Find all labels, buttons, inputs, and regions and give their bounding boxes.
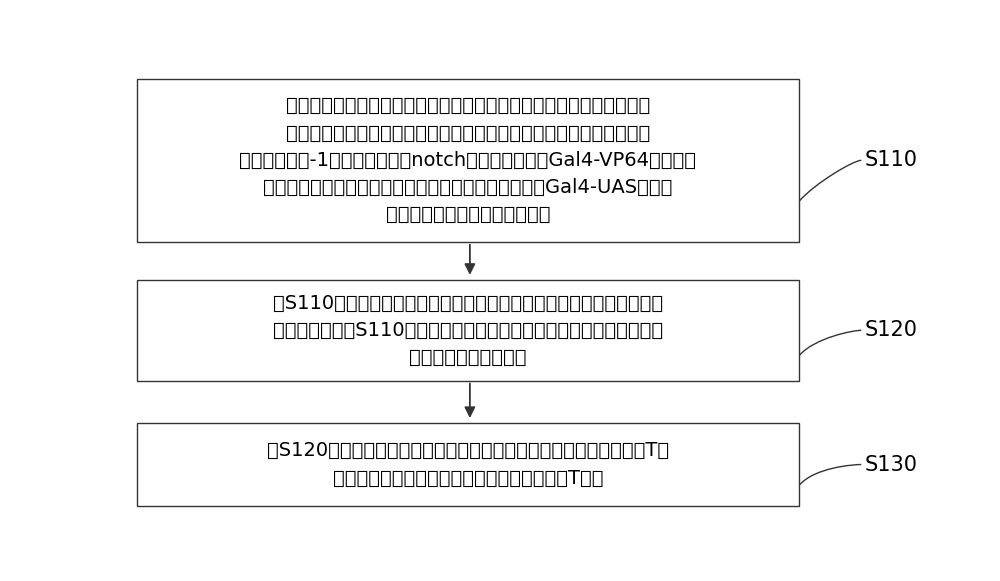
Bar xyxy=(137,280,799,381)
Text: 将S110中获得的第一融合蛋白表达基因连接到慢病毒载体中，得到第一
表达载体，并将S110中获得的第二融合蛋白表达基因连接到慢病毒载体
中，得到第二表达载体: 将S110中获得的第一融合蛋白表达基因连接到慢病毒载体中，得到第一 表达载体，并… xyxy=(273,293,663,367)
Bar xyxy=(137,423,799,506)
Bar xyxy=(137,78,799,242)
Text: S120: S120 xyxy=(865,320,918,340)
Text: 将S120中获得的第一表达载体和第二表达载体包装为慢病毒并转染至T细
胞中，得到双抗原调节的嵌合抗原受体修饰的T细胞: 将S120中获得的第一表达载体和第二表达载体包装为慢病毒并转染至T细 胞中，得到… xyxy=(267,442,669,487)
Text: S110: S110 xyxy=(865,150,918,170)
Text: 提供嵌合抗原受体表达基因，该嵌合抗原受体表达基因包括第一融合蛋
白表达基因和第二融合蛋白表达基因，第一融合蛋白表达基因包括依次
连接的粘蛋白-1抗体表达基因、n: 提供嵌合抗原受体表达基因，该嵌合抗原受体表达基因包括第一融合蛋 白表达基因和第二… xyxy=(239,96,696,224)
Text: S130: S130 xyxy=(865,454,918,475)
